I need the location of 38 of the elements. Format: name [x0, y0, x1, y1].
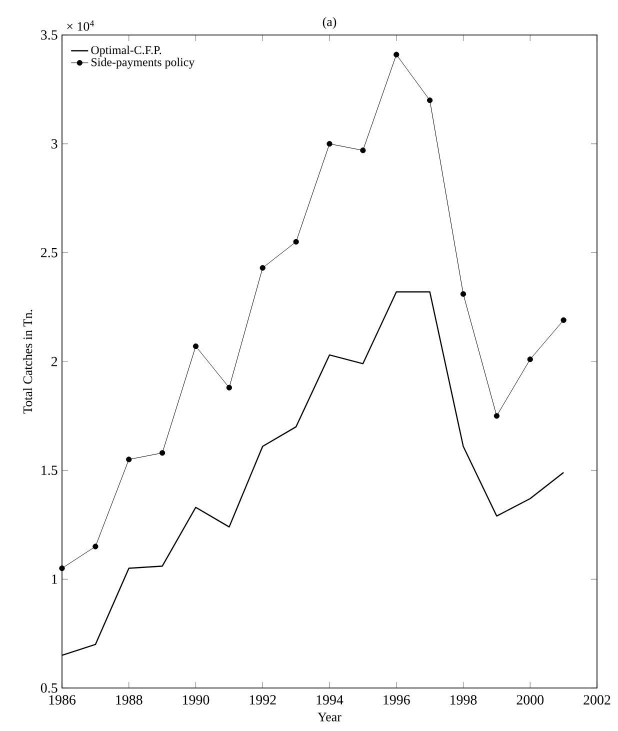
y-tick-label: 0.5	[40, 683, 58, 693]
point	[360, 148, 366, 154]
y-tick-label: 1.5	[42, 466, 58, 476]
x-tick-label: 1986	[49, 695, 76, 705]
point	[460, 291, 466, 297]
x-tick-label: 2000	[516, 695, 544, 705]
x-tick-label: 1990	[183, 695, 210, 705]
point	[560, 317, 566, 323]
point	[326, 140, 332, 147]
point	[226, 384, 232, 390]
point	[527, 356, 533, 362]
y-tick-label: 2.5	[40, 248, 58, 258]
y-tick-label: 3	[52, 139, 58, 149]
point	[159, 450, 166, 456]
text: × 10$^{4}$	[67, 20, 94, 31]
legend-label: Side-payments policy	[92, 58, 195, 69]
y-tick-label: 3.5	[41, 30, 58, 40]
point	[126, 456, 132, 462]
point	[394, 52, 400, 58]
point	[260, 265, 266, 271]
y-axis-title: Total Catches in Tn.	[23, 310, 32, 414]
x-tick-label: 1988	[116, 695, 142, 705]
x-tick-label: 2002	[584, 695, 610, 705]
x-tick-label: 1998	[450, 695, 477, 705]
chart-title: (a)	[322, 17, 336, 29]
y-tick-label: 2	[51, 356, 58, 366]
x-tick-label: 1996	[384, 695, 410, 705]
point	[293, 238, 299, 245]
x-tick-label: 1994	[316, 695, 344, 705]
point	[426, 97, 433, 104]
x-axis-title: Year	[318, 712, 342, 722]
point	[92, 544, 98, 550]
point	[192, 343, 199, 350]
point	[494, 413, 500, 419]
x-tick-label: 1992	[250, 695, 276, 705]
y-tick-label: 1	[52, 574, 57, 584]
point	[59, 565, 65, 572]
legend-label: Optimal-C.F.P.	[91, 46, 162, 57]
